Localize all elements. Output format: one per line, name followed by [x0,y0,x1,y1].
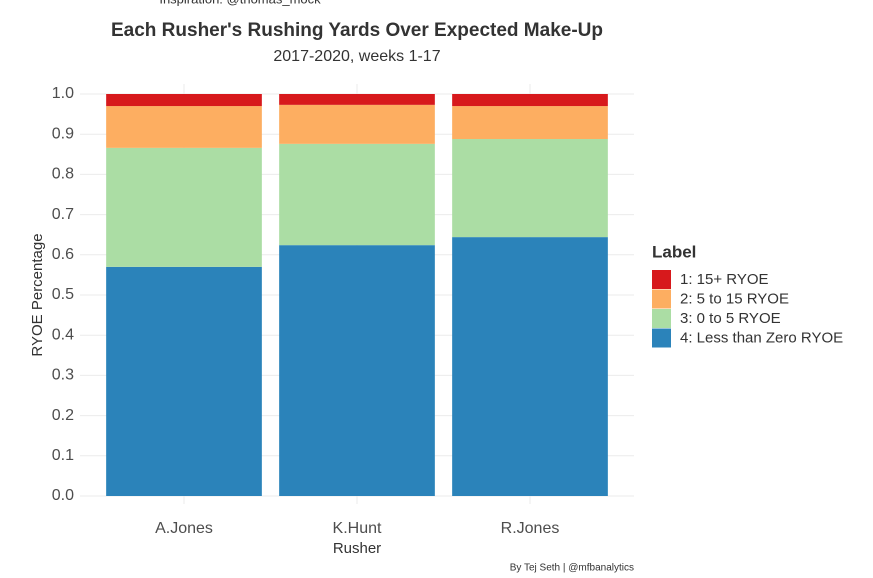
bar-segment [279,94,435,105]
bar-segment [452,139,608,238]
x-axis-label: Rusher [333,540,381,557]
x-tick-label: K.Hunt [333,520,382,537]
bar-segment [452,237,608,496]
legend-label: 4: Less than Zero RYOE [680,329,843,346]
legend-label: 2: 5 to 15 RYOE [680,290,789,307]
bar-segment [106,147,262,267]
inspiration: Inspiration: @thomas_mock [159,0,321,6]
bar-segment [279,245,435,496]
y-tick-label: 0.7 [52,206,74,223]
y-tick-label: 1.0 [52,85,74,102]
chart-subtitle: 2017-2020, weeks 1-17 [273,48,440,65]
x-tick-label: A.Jones [155,520,213,537]
legend-label: 3: 0 to 5 RYOE [680,310,781,327]
x-tick-label: R.Jones [501,520,560,537]
legend-title: Label [652,242,696,261]
y-tick-label: 0.8 [52,166,74,183]
y-tick-label: 0.9 [52,125,74,142]
legend-swatch [652,309,671,328]
y-tick-label: 0.5 [52,286,74,303]
y-axis-label: RYOE Percentage [29,233,46,356]
legend-swatch [652,270,671,289]
chart-title: Each Rusher's Rushing Yards Over Expecte… [111,20,603,41]
y-tick-label: 0.3 [52,367,74,384]
y-tick-label: 0.6 [52,246,74,263]
bar-segment [452,94,608,107]
bar-segment [279,143,435,246]
legend-swatch [652,328,671,348]
bar-segment [106,106,262,148]
caption: By Tej Seth | @mfbanalytics [510,563,634,574]
y-tick-label: 0.2 [52,407,74,424]
y-tick-label: 0.0 [52,487,74,504]
bar-segment [106,94,262,107]
legend-label: 1: 15+ RYOE [680,271,769,288]
bar-segment [279,104,435,144]
bar-segment [106,266,262,496]
bar-segment [452,106,608,140]
y-tick-label: 0.4 [52,326,74,343]
y-tick-label: 0.1 [52,447,74,464]
legend-swatch [652,289,671,309]
